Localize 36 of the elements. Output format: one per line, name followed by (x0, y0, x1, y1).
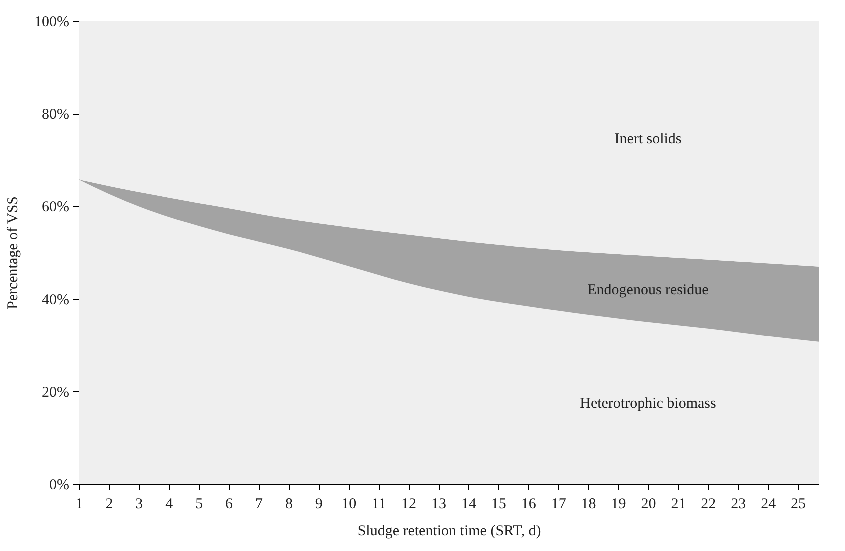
x-tick-label: 16 (521, 496, 537, 512)
series-label: Heterotrophic biomass (580, 396, 716, 412)
y-tick-label: 100% (34, 14, 70, 30)
y-tick-label: 20% (42, 384, 70, 401)
x-tick-label: 19 (611, 496, 626, 512)
series-label: Inert solids (614, 132, 682, 148)
x-tick-label: 24 (761, 496, 777, 512)
x-tick-label: 20 (641, 496, 656, 512)
x-tick-label: 7 (256, 496, 264, 512)
x-tick-label: 12 (402, 496, 417, 512)
y-tick-label: 80% (42, 107, 70, 124)
x-tick-label: 23 (731, 496, 746, 512)
x-tick-label: 8 (285, 496, 293, 512)
x-tick-label: 15 (491, 496, 506, 512)
x-tick-label: 3 (136, 496, 144, 512)
x-tick-label: 13 (432, 496, 447, 512)
x-tick-label: 6 (226, 496, 234, 512)
x-axis-title: Sludge retention time (SRT, d) (358, 524, 542, 540)
x-tick-label: 2 (106, 496, 114, 512)
x-tick-label: 25 (791, 496, 806, 512)
x-tick-label: 18 (581, 496, 596, 512)
x-tick-label: 21 (671, 496, 686, 512)
y-tick-label: 60% (42, 200, 70, 216)
y-tick-label: 0% (50, 478, 70, 494)
x-tick-label: 10 (342, 496, 357, 512)
x-tick-label: 22 (701, 496, 716, 512)
x-tick-label: 14 (461, 496, 477, 512)
y-axis-title: Percentage of VSS (6, 196, 22, 310)
x-tick-label: 1 (76, 496, 84, 512)
x-tick-label: 5 (196, 496, 204, 512)
series-label: Endogenous residue (588, 282, 710, 298)
x-tick-label: 4 (166, 496, 174, 512)
x-tick-label: 11 (372, 496, 386, 512)
x-tick-label: 9 (315, 496, 323, 512)
y-tick-label: 40% (42, 292, 70, 308)
x-tick-label: 17 (551, 496, 567, 512)
